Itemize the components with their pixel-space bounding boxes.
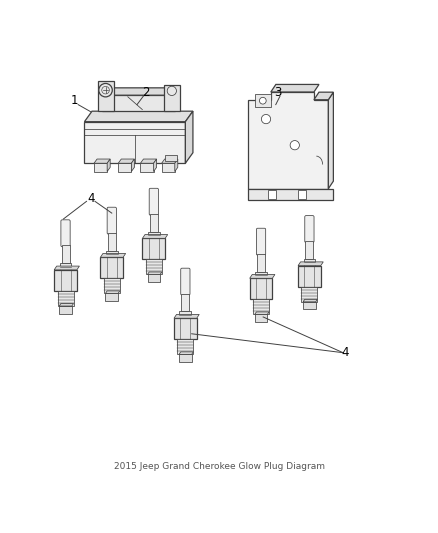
Bar: [303, 302, 316, 309]
Bar: [255, 94, 271, 108]
FancyBboxPatch shape: [107, 207, 117, 234]
Circle shape: [261, 115, 271, 124]
Bar: [60, 263, 71, 270]
Bar: [142, 238, 165, 260]
Bar: [106, 251, 118, 257]
Polygon shape: [314, 92, 333, 100]
Polygon shape: [107, 159, 110, 172]
Bar: [298, 190, 306, 199]
Polygon shape: [142, 235, 168, 238]
Polygon shape: [154, 159, 157, 172]
Bar: [179, 354, 192, 362]
Polygon shape: [162, 159, 178, 163]
Bar: [148, 232, 160, 238]
Bar: [148, 274, 160, 282]
FancyBboxPatch shape: [305, 216, 314, 243]
Polygon shape: [174, 314, 199, 318]
Bar: [54, 270, 77, 291]
Bar: [100, 257, 123, 278]
Polygon shape: [94, 159, 110, 163]
Bar: [108, 233, 116, 251]
FancyBboxPatch shape: [61, 220, 70, 247]
FancyBboxPatch shape: [181, 268, 190, 295]
Bar: [104, 278, 120, 293]
Bar: [255, 314, 267, 322]
Bar: [257, 254, 265, 271]
Bar: [253, 300, 269, 314]
Bar: [181, 294, 189, 311]
Text: 4: 4: [87, 192, 95, 205]
Polygon shape: [148, 272, 162, 274]
Circle shape: [167, 86, 177, 95]
Bar: [248, 189, 333, 200]
Polygon shape: [141, 159, 157, 163]
Bar: [94, 163, 107, 172]
Polygon shape: [271, 84, 319, 92]
Polygon shape: [85, 111, 193, 122]
Polygon shape: [59, 303, 74, 306]
Polygon shape: [164, 85, 180, 111]
Polygon shape: [185, 111, 193, 163]
Bar: [85, 122, 185, 163]
FancyBboxPatch shape: [256, 228, 266, 255]
Bar: [146, 260, 162, 274]
Polygon shape: [303, 300, 318, 302]
Bar: [298, 265, 321, 287]
Polygon shape: [255, 312, 269, 314]
Bar: [301, 287, 318, 302]
Bar: [61, 246, 70, 263]
Bar: [177, 339, 193, 354]
Polygon shape: [100, 254, 126, 257]
Polygon shape: [54, 266, 79, 270]
Bar: [141, 163, 154, 172]
Text: 2015 Jeep Grand Cherokee Glow Plug Diagram: 2015 Jeep Grand Cherokee Glow Plug Diagr…: [113, 462, 325, 471]
Circle shape: [290, 141, 300, 150]
Bar: [118, 163, 131, 172]
Bar: [59, 306, 72, 313]
Bar: [305, 241, 314, 259]
Polygon shape: [248, 92, 328, 189]
Polygon shape: [298, 262, 323, 265]
Circle shape: [102, 86, 110, 94]
Polygon shape: [118, 159, 134, 163]
Bar: [150, 214, 158, 232]
Bar: [106, 293, 118, 301]
Bar: [102, 95, 175, 111]
Polygon shape: [175, 159, 178, 172]
Bar: [57, 291, 74, 306]
Polygon shape: [179, 352, 193, 354]
Text: 2: 2: [141, 85, 149, 99]
Bar: [268, 190, 276, 199]
Text: 4: 4: [341, 346, 349, 359]
Polygon shape: [250, 274, 275, 278]
Bar: [255, 271, 267, 278]
Bar: [162, 163, 175, 172]
Polygon shape: [98, 81, 113, 111]
Polygon shape: [328, 92, 333, 189]
Text: 3: 3: [274, 85, 282, 99]
Bar: [165, 155, 177, 161]
Polygon shape: [102, 88, 180, 95]
Circle shape: [99, 84, 112, 97]
Text: 1: 1: [70, 94, 78, 107]
Polygon shape: [106, 291, 120, 293]
Bar: [174, 318, 197, 339]
Polygon shape: [131, 159, 134, 172]
Bar: [250, 278, 272, 300]
Circle shape: [259, 98, 266, 104]
FancyBboxPatch shape: [149, 188, 159, 215]
Bar: [180, 311, 191, 318]
Bar: [304, 259, 315, 265]
